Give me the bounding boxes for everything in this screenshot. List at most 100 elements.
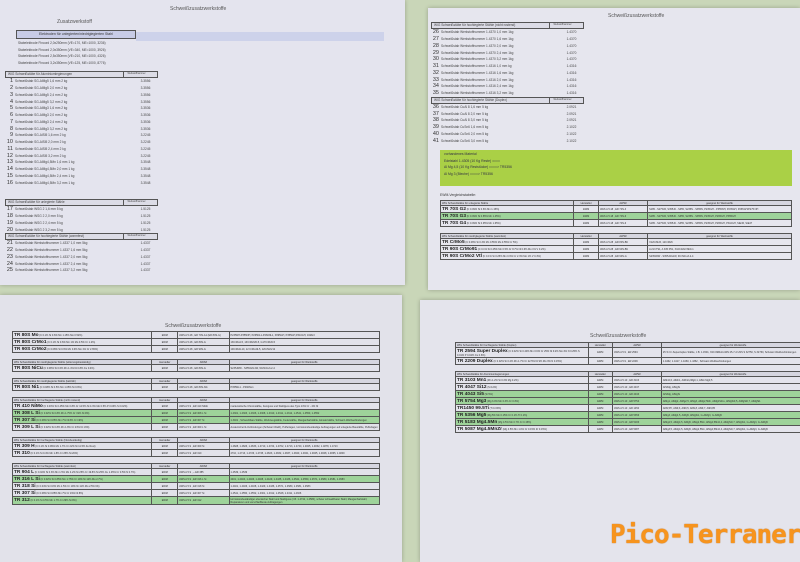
list-item: 8 Schweißstab SG-AlMg3 3,2 mm 2 kg 3.3536	[5, 125, 158, 132]
filler-composition: (C 0.02% Si 0.85% Mn 1.75% Cr 19% Ni 12%…	[40, 477, 103, 481]
table-row: TR 5754 Mg3 (Mg 3.0% Mn 0.3% Cr 0.3%) EWM…	[455, 397, 800, 405]
filler-name-cell: TR 307 Si (C 0.08% Si 0.85% Mn 7% Cr 19%…	[11, 489, 153, 497]
filler-name-cell: TR 2594 Super Duplex (C 0.02% Si 0.40% M…	[455, 347, 589, 358]
item-description: Schweißstab CuAl 8 2,0 mm 5 kg	[441, 111, 489, 116]
item-material-number: 2.1022	[566, 125, 577, 130]
list-item: 19 Schweißstab WSG 2 2,4 mm 5 kg 1.5125	[5, 220, 158, 227]
sheet-title: Schweißzusatzwerkstoffe	[608, 13, 665, 19]
maker-cell: EWM	[151, 475, 179, 483]
suitable-materials-cell: S185 - S275JR, S355J0 - S355, S235N - S3…	[647, 205, 792, 213]
item-description: Schweißstab Werkstoffnummer 1.4316 2,0 m…	[441, 77, 514, 82]
electrode-item: Stabelektrode Fincord 2,0x250mm (VE=170,…	[18, 41, 106, 45]
item-material-number: 3.2245	[140, 146, 151, 151]
list-header: WIG Schweißstäbe für hochlegierte Stähle…	[5, 233, 158, 240]
suitable-materials-cell: AlMg1, AlMg2, AlMg2,5, AlMg3, AlMg2,5Mn,…	[660, 397, 800, 405]
maker-cell: EWM	[151, 364, 179, 372]
filler-name: TR 70S G2	[442, 206, 466, 212]
item-material-number: 2.0921	[566, 104, 577, 109]
table-row: TR 80S CrMo1 (C 0.1% Si 0.6% Mn 1% Mo 0.…	[11, 338, 381, 346]
filler-name: TR 80S Ni1	[14, 384, 40, 390]
list-section: WIG Schweißstäbe für Aluminiumlegierunge…	[5, 71, 158, 186]
filler-composition: (C 0.02% Si 0.8% Mn 1.8% Cr 23% Ni 13%)	[40, 425, 90, 429]
filler-name-cell: TR 80S Ni1 (C 0.08% Si 0.5% Mn 1.05% Ni …	[11, 383, 153, 391]
item-material-number: 1.4370	[566, 50, 577, 55]
item-description: Schweißstab SG-AlMg5 2,4 mm 2 kg	[15, 92, 68, 97]
item-material-number: 1.4337	[140, 268, 151, 273]
aws-cell: AWS A 5.10 , ER 3103	[612, 376, 662, 384]
table-row: TR 309 L Si (C 0.02% Si 0.8% Mn 1.8% Cr …	[11, 423, 381, 431]
electrode-list: Stabelektrode Fincord 2,0x250mm (VE=170,…	[18, 40, 106, 66]
table-row: TR 312 (C 0.1% Si 0.5% Mn 1.7% Cr 29% Ni…	[11, 496, 381, 505]
electrode-item: Stabelektrode Fincord 3,2x350mm (VE=125,…	[18, 60, 106, 65]
filler-composition: (Mg 5% Mn 0.15% Cr 0.1% Ti 0.1%)	[487, 413, 528, 417]
item-number: 24	[6, 260, 13, 267]
maker-cell: EWM	[573, 252, 599, 260]
table-row: TR 310 (C 0.1% Si 0.4% Mn 1.8% Cr 25% Ni…	[11, 449, 381, 457]
item-number: 14	[6, 166, 13, 173]
item-number: 28	[432, 42, 439, 49]
item-material-number: 2.1022	[566, 138, 577, 143]
table-row: TR 80S Mo (C 0.1% Si 0.6% Mn 1.15% Mo 0.…	[11, 331, 381, 339]
item-description: Schweißstab SG-AlSi5 2,4 mm 2 kg	[15, 146, 66, 151]
item-number: 29	[432, 49, 439, 56]
aws-cell: AWS A 5.10 , ER 5183	[612, 418, 662, 426]
filler-name: TR 70S G3	[442, 213, 466, 219]
list-item: 1 Schweißstab SG-AlMg5 1,6 mm 2 kg 3.3556	[5, 78, 158, 85]
maker-cell: EWM	[151, 423, 179, 431]
filler-composition: (C 0.02% Si 0.40% Mn 0.6% Cr 25% Ni 9.2%…	[457, 349, 580, 357]
filler-composition: (C 0.04% Si 0.8% Mn 1.5% Cr 19% Ni 11% M…	[36, 484, 100, 488]
ewm-table: WIG Schweißstäbe für hochlegierte Stähle…	[455, 342, 800, 365]
maker-cell: EWM	[151, 489, 179, 497]
filler-composition: (C 0.1% Si 0.5% Mn 1.7% Cr 29% Ni 9%)	[30, 499, 77, 502]
filler-name-cell: TR 3103 Mn1 (Mn 1.2% Si 0.3% Mg 0.2%)	[455, 376, 589, 384]
suitable-materials-cell: AlSiMg, AlMgSi	[660, 390, 800, 398]
list-header-column: Werkstoffnummer	[553, 24, 572, 26]
list-item: 33 Schweißstab Werkstoffnummer 1.4316 2,0…	[431, 76, 584, 83]
filler-name: TR 410 NiMo	[14, 403, 43, 409]
item-material-number: 1.4316	[566, 77, 577, 82]
item-number: 40	[432, 130, 439, 137]
list-header-label: WIG Schweißstäbe für hochlegierte Stähle…	[6, 234, 124, 239]
filler-composition: (C 0.09% Si 0.85% Mn 1.45%)	[466, 214, 501, 218]
suitable-materials-cell: S235JRW - S355J2G1W, 9CrNiCu3-2-4	[228, 364, 381, 372]
filler-name: TR 5356 Mg5	[457, 412, 487, 418]
item-material-number: 3.3548	[140, 180, 151, 185]
item-number: 37	[432, 110, 439, 117]
table-row: TR 316 L Si (C 0.02% Si 0.85% Mn 1.75% C…	[11, 475, 381, 483]
item-description: Schweißstab SG-AlMg3 2,4 mm 2 kg	[15, 119, 68, 124]
item-number: 20	[6, 226, 13, 233]
table-row: TR CrMo5 (C 0.08% Si 0.3% Mn 0.55% Mo 0.…	[439, 238, 792, 246]
item-number: 3	[9, 91, 13, 98]
sheet-title: Schweißzusatzwerkstoffe	[590, 333, 647, 339]
item-number: 17	[6, 206, 13, 213]
list-item: 28 Schweißstab Werkstoffnummer 1.4370 2,0…	[431, 43, 584, 50]
item-material-number: 1.4316	[566, 70, 577, 75]
filler-name: TR 4043 Si5	[457, 391, 484, 397]
suitable-materials-cell: A 213 T91, A 335 P91, X10CrMoVNb9-1	[647, 245, 792, 253]
maker-cell: EWM	[151, 442, 179, 450]
item-description: Schweißstab SG-AlSi5 3,2 mm 2 kg	[15, 153, 66, 158]
material-line: Al Mg 3 (Bleche) ====> TR5356	[444, 171, 493, 176]
filler-name: TR 3103 Mn1	[457, 377, 487, 383]
maker-cell: EWM	[151, 496, 179, 505]
table-row: TR 307 Si (C 0.08% Si 0.85% Mn 7% Cr 19%…	[11, 489, 381, 497]
aws-cell: AWS A 5.9 , ER 307 Si	[177, 416, 230, 424]
list-item: 2 Schweißstab SG-AlMg5 2,0 mm 2 kg 3.3556	[5, 85, 158, 92]
aws-cell: AWS A 5.9 , ER 2594	[612, 347, 662, 358]
table-row: TR 70S G2 (C 0.09% Si 0.6% Mn 1.15%) EWM A…	[439, 205, 792, 213]
list-item: 36 Schweißstab CuAl 8 1,6 mm 5 kg 2.0921	[431, 104, 584, 111]
aws-cell: AWS A 5.10 , ER 5356	[612, 411, 662, 419]
maker-cell: EWM	[151, 331, 179, 339]
filler-name: TR 5087 Mg4.5MnZr	[457, 426, 503, 432]
list-item: 29 Schweißstab Werkstoffnummer 1.4370 2,4…	[431, 49, 584, 56]
list-header: WIG Schweißstäbe für hochlegierte Stähle…	[431, 96, 584, 104]
item-number: 31	[432, 63, 439, 70]
aws-cell: AWS A 5.9 , ER 308 L Si	[177, 409, 230, 417]
table-row: TR1450 99.5Ti (Ti 0.15%) EWM AWS A 5.10 , …	[455, 404, 800, 412]
table-row: TR 4043 Si5 (Si 5%) EWM AWS A 5.10 , ER 40…	[455, 390, 800, 398]
item-material-number: 3.3536	[140, 113, 151, 118]
item-number: 21	[6, 240, 13, 247]
item-material-number: 2.0921	[566, 111, 577, 116]
ewm-label: EWM-Vergleichstabelle:	[440, 193, 476, 197]
filler-composition: (C 0.02% Si 0.4% Mn 1.7% Cr 22.5% Ni 9% …	[493, 359, 562, 363]
